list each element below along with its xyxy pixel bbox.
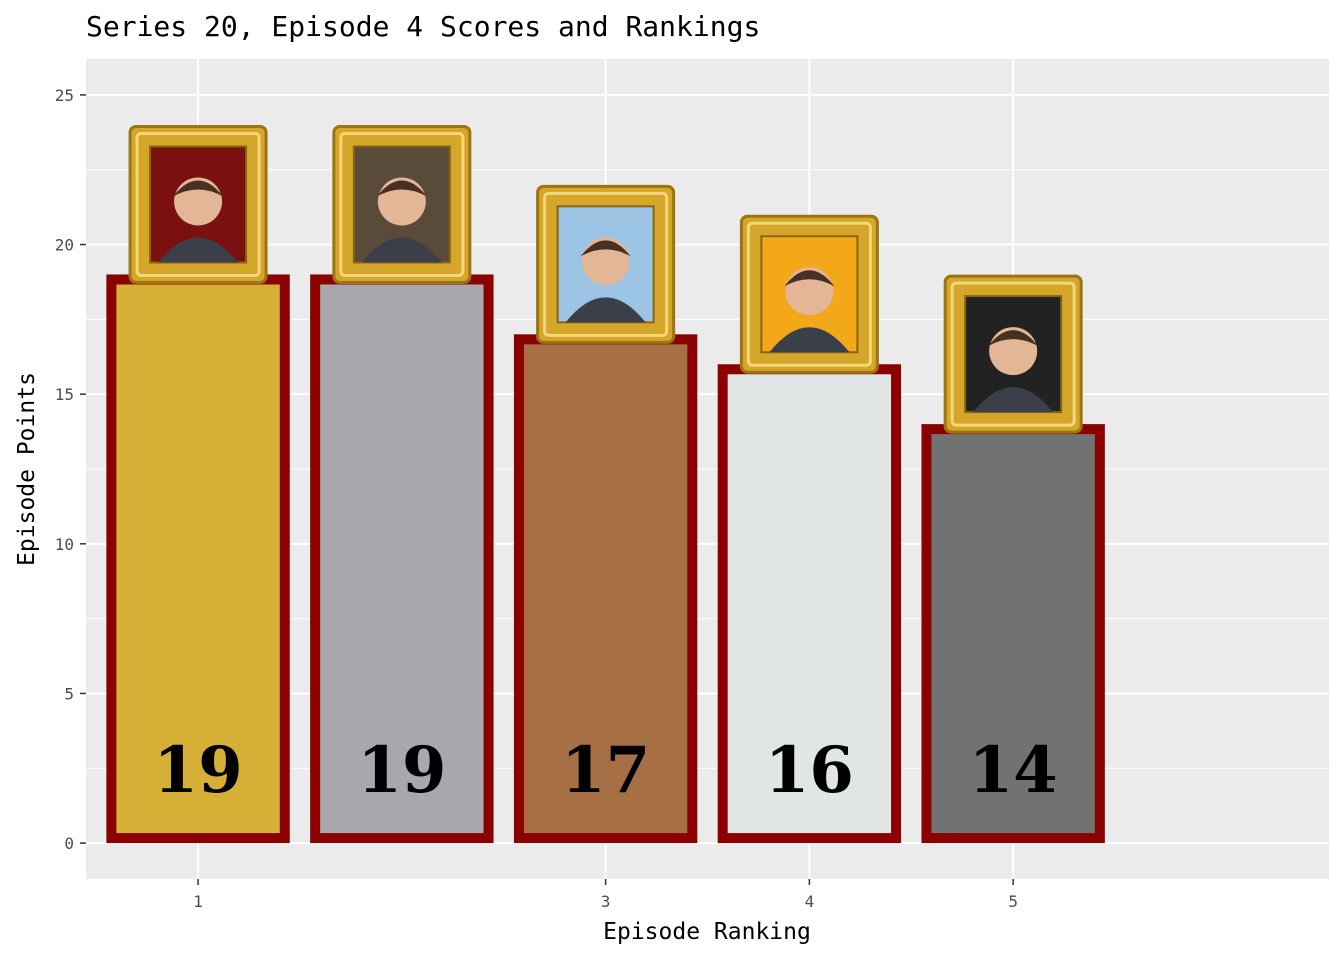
- x-axis: 1 3 4 5: [193, 879, 1018, 911]
- y-tick-label: 0: [64, 834, 74, 853]
- value-label-2: 19: [357, 733, 446, 808]
- value-labels: 19 19 17 16 14: [154, 733, 1058, 808]
- value-label-5: 14: [969, 733, 1058, 808]
- bar-5: [921, 424, 1105, 844]
- bars: [106, 274, 1105, 844]
- y-tick-label: 25: [55, 86, 74, 105]
- value-label-3: 17: [561, 733, 650, 808]
- y-axis-title: Episode Points: [14, 372, 40, 566]
- y-tick-label: 20: [55, 236, 74, 255]
- x-tick-label: 5: [1008, 892, 1018, 911]
- contestant-portrait-icon-4: [739, 214, 879, 374]
- y-tick-label: 10: [55, 535, 74, 554]
- x-tick-label: 4: [805, 892, 815, 911]
- chart-title: Series 20, Episode 4 Scores and Rankings: [86, 10, 760, 43]
- y-axis: 0 5 10 15 20 25: [55, 86, 86, 853]
- contestant-portrait-icon-5: [943, 274, 1083, 434]
- value-label-4: 16: [765, 733, 854, 808]
- x-tick-label: 3: [601, 892, 611, 911]
- y-tick-label: 5: [64, 684, 74, 703]
- contestant-portrait-icon-1: [128, 124, 268, 284]
- contestant-portrait-icon-3: [536, 184, 676, 344]
- contestant-portrait-icon-2: [332, 124, 472, 284]
- value-label-1: 19: [154, 733, 243, 808]
- portraits: [128, 124, 1083, 434]
- y-tick-label: 15: [55, 385, 74, 404]
- x-axis-title: Episode Ranking: [603, 919, 811, 945]
- x-tick-label: 1: [193, 892, 203, 911]
